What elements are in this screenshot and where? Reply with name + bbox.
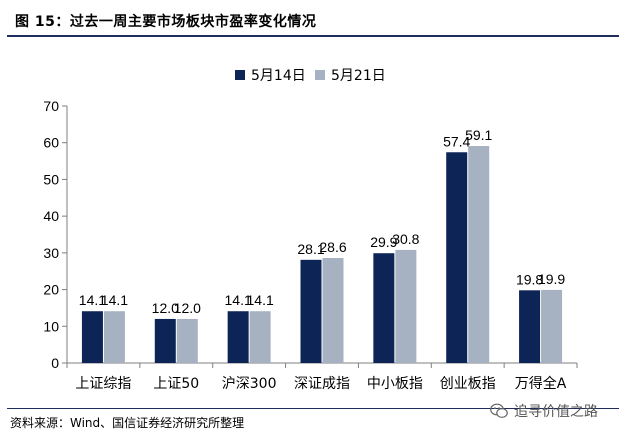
- data-label: 19.9: [538, 271, 565, 287]
- x-tick-label: 创业板指: [440, 376, 496, 392]
- data-label: 14.1: [101, 292, 128, 308]
- x-tick-label: 上证综指: [75, 376, 131, 392]
- x-tick-label: 中小板指: [367, 376, 423, 392]
- figure-header: 图 15：过去一周主要市场板块市盈率变化情况: [7, 9, 619, 37]
- data-label: 12.0: [174, 300, 201, 316]
- y-tick-label: 70: [43, 98, 59, 114]
- y-tick-label: 60: [43, 135, 59, 151]
- bar: [227, 311, 249, 363]
- bar: [373, 253, 395, 363]
- wechat-icon: [490, 403, 508, 418]
- data-label: 29.9: [370, 234, 397, 250]
- y-tick-label: 30: [43, 245, 59, 261]
- bar: [519, 290, 541, 363]
- bar: [541, 289, 563, 363]
- x-tick-label: 沪深300: [222, 376, 277, 392]
- footer-rule: [7, 408, 619, 409]
- legend-swatch: [315, 70, 325, 80]
- data-label: 12.0: [152, 300, 179, 316]
- legend-swatch: [235, 70, 245, 80]
- bar: [103, 311, 125, 363]
- bar-chart: 01020304050607014.114.1上证综指12.012.0上证501…: [43, 68, 578, 392]
- y-tick-label: 0: [51, 355, 59, 371]
- bar: [468, 146, 490, 363]
- data-label: 14.1: [247, 292, 274, 308]
- data-label: 59.1: [465, 127, 492, 143]
- source-note: 资料来源：Wind、国信证券经济研究所整理: [10, 416, 245, 430]
- bar: [81, 311, 103, 363]
- watermark: 追寻价值之路: [490, 401, 598, 421]
- data-label: 14.1: [79, 292, 106, 308]
- y-tick-label: 50: [43, 171, 59, 187]
- bar: [322, 257, 344, 363]
- bar: [154, 318, 176, 363]
- bar: [176, 318, 198, 363]
- watermark-text: 追寻价值之路: [514, 404, 598, 420]
- y-tick-label: 20: [43, 282, 59, 298]
- data-label: 30.8: [392, 231, 419, 247]
- data-label: 28.1: [297, 241, 324, 257]
- data-label: 19.8: [516, 271, 543, 287]
- bar: [300, 259, 322, 363]
- data-label: 57.4: [443, 133, 470, 149]
- legend-label: 5月14日: [251, 68, 306, 84]
- x-tick-label: 上证50: [153, 376, 199, 392]
- y-tick-label: 10: [43, 318, 59, 334]
- figure-title: 图 15：过去一周主要市场板块市盈率变化情况: [15, 14, 317, 30]
- bar: [446, 152, 468, 363]
- bar: [395, 249, 417, 363]
- data-label: 28.6: [319, 239, 346, 255]
- y-tick-label: 40: [43, 208, 59, 224]
- x-tick-label: 万得全A: [515, 375, 567, 392]
- x-tick-label: 深证成指: [294, 376, 350, 392]
- legend-label: 5月21日: [331, 68, 386, 84]
- data-label: 14.1: [225, 292, 252, 308]
- bar: [249, 311, 271, 363]
